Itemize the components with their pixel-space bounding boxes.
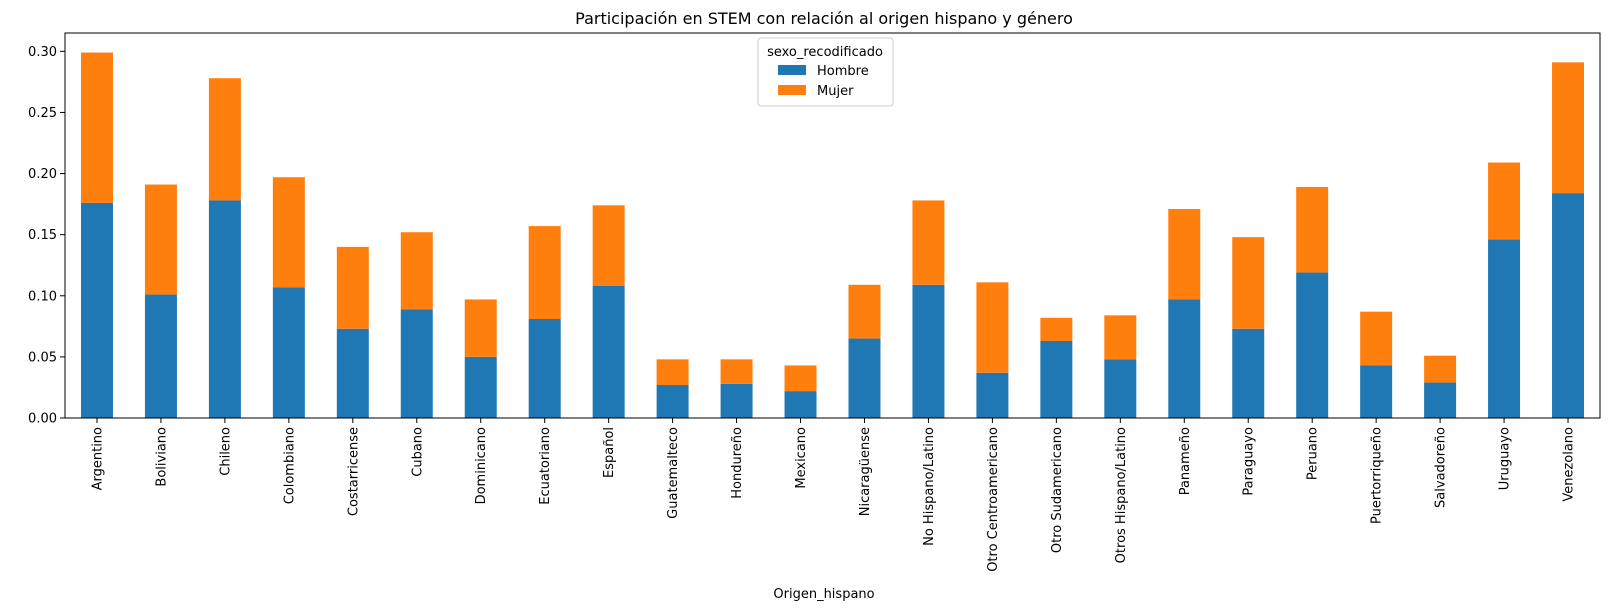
bar-hombre-9 <box>656 385 689 418</box>
bar-mujer-14 <box>976 282 1009 373</box>
x-tick-label: Uruguayo <box>1498 427 1513 490</box>
x-tick-label: Dominicano <box>474 427 489 504</box>
bar-hombre-8 <box>592 286 625 418</box>
bar-mujer-22 <box>1488 162 1521 240</box>
bar-hombre-6 <box>464 356 497 418</box>
bar-mujer-19 <box>1296 187 1329 273</box>
y-tick-label: 0.25 <box>28 106 57 121</box>
legend-entry-mujer: Mujer <box>817 84 854 99</box>
bar-hombre-0 <box>80 202 113 418</box>
x-tick-label: Boliviano <box>154 427 169 487</box>
x-tick-label: Chileno <box>218 427 233 476</box>
bar-mujer-15 <box>1040 317 1073 341</box>
x-tick-label: Colombiano <box>282 427 297 504</box>
bar-mujer-12 <box>848 284 881 339</box>
x-axis: Argentino Boliviano Chileno Colombiano Costa… <box>90 418 1577 572</box>
bar-hombre-20 <box>1360 365 1393 418</box>
bar-mujer-4 <box>336 246 369 329</box>
x-tick-label: Costarricense <box>346 427 361 516</box>
y-tick-label: 0.10 <box>28 289 57 304</box>
bar-hombre-4 <box>336 328 369 418</box>
bar-mujer-11 <box>784 365 817 392</box>
y-axis: 0.00 0.05 0.10 0.15 0.20 0.25 0.30 <box>28 45 65 427</box>
bar-hombre-17 <box>1168 299 1201 418</box>
bar-hombre-14 <box>976 372 1009 418</box>
y-tick-label: 0.15 <box>28 228 57 243</box>
x-tick-label: Hondureño <box>730 427 745 499</box>
bar-hombre-1 <box>144 294 177 418</box>
bar-mujer-18 <box>1232 237 1265 329</box>
bar-hombre-2 <box>208 200 241 418</box>
bar-hombre-5 <box>400 309 433 418</box>
x-tick-label: Argentino <box>90 427 105 490</box>
x-tick-label: Venezolano <box>1562 427 1577 502</box>
bar-mujer-9 <box>656 359 689 385</box>
x-tick-label: Español <box>602 427 617 478</box>
bar-hombre-21 <box>1424 382 1457 418</box>
bar-mujer-16 <box>1104 315 1137 360</box>
x-tick-label: Peruano <box>1306 427 1321 480</box>
bar-mujer-8 <box>592 205 625 286</box>
x-tick-label: Paraguayo <box>1242 427 1257 496</box>
bar-hombre-10 <box>720 383 753 418</box>
bar-mujer-21 <box>1424 355 1457 383</box>
bar-hombre-13 <box>912 284 945 418</box>
chart-title: Participación en STEM con relación al or… <box>575 9 1073 28</box>
bar-hombre-3 <box>272 287 305 418</box>
bar-mujer-0 <box>80 52 113 203</box>
x-tick-label: Otro Sudamericano <box>1050 427 1065 553</box>
x-tick-label: No Hispano/Latino <box>922 427 937 546</box>
bar-mujer-13 <box>912 200 945 285</box>
bar-mujer-5 <box>400 232 433 310</box>
legend: sexo_recodificado Hombre Mujer <box>757 37 894 107</box>
y-tick-label: 0.20 <box>28 167 57 182</box>
bar-mujer-17 <box>1168 209 1201 300</box>
bar-hombre-7 <box>528 319 561 418</box>
bar-hombre-22 <box>1488 239 1521 418</box>
bar-mujer-2 <box>208 78 241 201</box>
legend-title: sexo_recodificado <box>767 45 883 60</box>
bar-mujer-6 <box>464 299 497 357</box>
bar-hombre-15 <box>1040 341 1073 418</box>
x-tick-label: Otro Centroamericano <box>986 427 1001 572</box>
bar-hombre-23 <box>1552 193 1585 418</box>
bar-mujer-3 <box>272 177 305 288</box>
bar-hombre-16 <box>1104 359 1137 418</box>
bar-hombre-18 <box>1232 328 1265 418</box>
y-tick-label: 0.30 <box>28 45 57 60</box>
x-tick-label: Panameño <box>1178 427 1193 495</box>
plot-frame <box>64 32 1601 419</box>
legend-entry-hombre: Hombre <box>817 64 869 79</box>
bar-mujer-1 <box>144 184 177 295</box>
y-tick-label: 0.05 <box>28 350 57 365</box>
bars <box>80 52 1585 418</box>
x-tick-label: Mexicano <box>794 427 809 489</box>
x-axis-label: Origen_hispano <box>773 587 874 602</box>
x-tick-label: Puertorriqueño <box>1370 427 1385 524</box>
bar-hombre-12 <box>848 338 881 418</box>
bar-mujer-23 <box>1552 62 1585 194</box>
bar-mujer-20 <box>1360 311 1393 366</box>
bar-hombre-11 <box>784 391 817 418</box>
x-tick-label: Otros Hispano/Latino <box>1114 427 1129 563</box>
bar-hombre-19 <box>1296 272 1329 418</box>
y-tick-label: 0.00 <box>28 412 57 427</box>
x-tick-label: Guatemalteco <box>666 427 681 519</box>
legend-swatch-mujer <box>778 85 806 95</box>
bar-mujer-7 <box>528 226 561 319</box>
x-tick-label: Cubano <box>410 427 425 477</box>
x-tick-label: Salvadoreño <box>1434 427 1449 508</box>
bar-mujer-10 <box>720 359 753 384</box>
legend-swatch-hombre <box>778 65 806 75</box>
x-tick-label: Ecuatoriano <box>538 427 553 505</box>
x-tick-label: Nicaragüense <box>858 427 873 516</box>
